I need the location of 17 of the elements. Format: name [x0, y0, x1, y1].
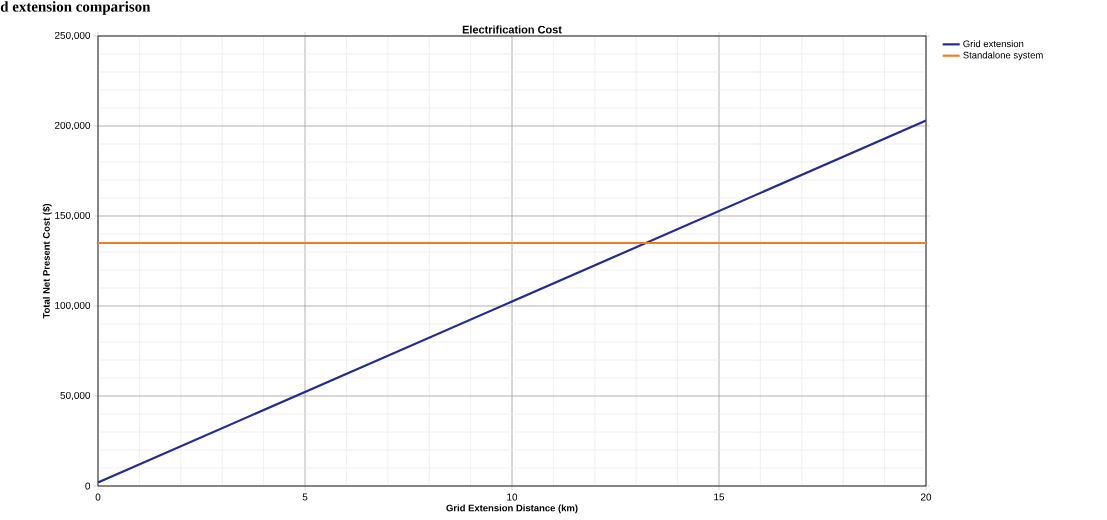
x-tick-label: 5 — [302, 493, 308, 501]
legend-label: Grid extension — [963, 40, 1024, 48]
chart-title: Electrification Cost — [462, 25, 562, 34]
x-axis-title: Grid Extension Distance (km) — [446, 504, 578, 514]
x-tick-label: 20 — [920, 493, 932, 501]
x-tick-label: 0 — [95, 493, 101, 501]
y-axis-title: Total Net Present Cost ($) — [42, 203, 52, 319]
x-tick-label: 15 — [714, 493, 725, 501]
y-tick-label: 0 — [85, 482, 91, 490]
y-tick-label: 200,000 — [54, 121, 91, 131]
y-tick-label: 250,000 — [54, 31, 91, 41]
text: d extension comparison — [0, 1, 151, 15]
y-tick-label: 50,000 — [60, 391, 91, 401]
legend-label: Standalone system — [963, 51, 1043, 61]
y-tick-label: 100,000 — [55, 301, 91, 311]
y-tick-label: 150,000 — [55, 211, 91, 221]
x-tick-label: 10 — [507, 493, 518, 501]
